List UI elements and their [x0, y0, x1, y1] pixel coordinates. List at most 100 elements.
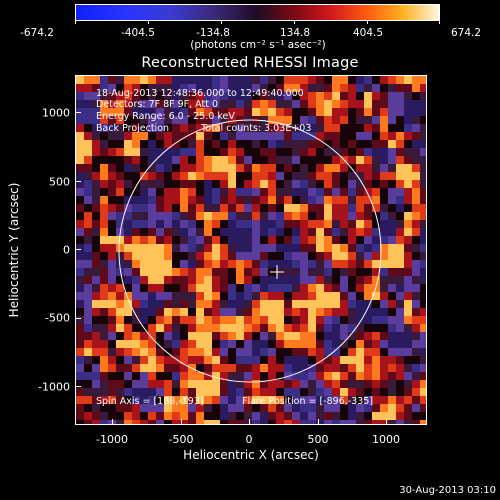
image-cell — [252, 364, 261, 373]
image-cell — [164, 140, 173, 149]
image-cell — [316, 268, 325, 277]
image-cell — [196, 116, 205, 125]
colorbar-tick-label: -134.8 — [196, 27, 230, 39]
image-cell — [100, 172, 109, 181]
image-cell — [316, 252, 325, 261]
image-cell — [356, 244, 365, 253]
image-cell — [100, 212, 109, 221]
image-cell — [404, 316, 413, 325]
image-cell — [132, 188, 141, 197]
image-cell — [188, 252, 197, 261]
image-cell — [220, 140, 229, 149]
image-cell — [76, 132, 85, 141]
image-cell — [116, 236, 125, 245]
image-cell — [292, 132, 301, 141]
image-cell — [124, 212, 133, 221]
image-cell — [380, 84, 389, 93]
image-cell — [364, 172, 373, 181]
image-cell — [252, 252, 261, 261]
image-cell — [108, 172, 117, 181]
image-cell — [100, 164, 109, 173]
image-cell — [364, 316, 373, 325]
image-cell — [332, 260, 341, 269]
image-cell — [108, 356, 117, 365]
image-cell — [380, 324, 389, 333]
image-cell — [324, 268, 333, 277]
image-cell — [108, 124, 117, 133]
image-cell — [276, 260, 285, 269]
image-cell — [404, 212, 413, 221]
image-cell — [292, 332, 301, 341]
image-cell — [316, 204, 325, 213]
image-cell — [204, 300, 213, 309]
image-cell — [196, 364, 205, 373]
image-cell — [348, 76, 357, 85]
image-cell — [180, 100, 189, 109]
image-cell — [116, 308, 125, 317]
image-cell — [132, 172, 141, 181]
image-cell — [116, 204, 125, 213]
image-cell — [244, 92, 253, 101]
image-cell — [124, 116, 133, 125]
image-cell — [268, 204, 277, 213]
image-cell — [332, 404, 341, 413]
x-tick-mark — [112, 419, 113, 425]
image-cell — [140, 268, 149, 277]
image-cell — [268, 236, 277, 245]
image-cell — [284, 332, 293, 341]
image-cell — [196, 236, 205, 245]
image-cell — [356, 396, 365, 405]
image-cell — [116, 404, 125, 413]
image-cell — [420, 108, 426, 117]
image-cell — [84, 228, 93, 237]
image-cell — [100, 228, 109, 237]
image-cell — [316, 372, 325, 381]
image-cell — [420, 404, 426, 413]
image-cell — [420, 308, 426, 317]
image-cell — [140, 260, 149, 269]
plot-date: 30-Aug-2013 03:10 — [399, 485, 496, 496]
image-cell — [228, 116, 237, 125]
y-tick-label: -1000 — [38, 380, 70, 394]
image-cell — [252, 244, 261, 253]
image-cell — [100, 76, 109, 85]
image-cell — [228, 356, 237, 365]
image-cell — [412, 236, 421, 245]
image-cell — [292, 100, 301, 109]
image-cell — [364, 308, 373, 317]
image-cell — [252, 284, 261, 293]
image-cell — [180, 84, 189, 93]
image-cell — [300, 332, 309, 341]
image-cell — [372, 116, 381, 125]
image-cell — [164, 100, 173, 109]
image-cell — [356, 300, 365, 309]
info-energy-range: Energy Range: 6.0 - 25.0 keV — [96, 111, 235, 122]
image-cell — [140, 76, 149, 85]
image-cell — [108, 220, 117, 229]
image-cell — [348, 228, 357, 237]
image-cell — [324, 140, 333, 149]
image-cell — [164, 236, 173, 245]
image-cell — [140, 348, 149, 357]
image-cell — [212, 268, 221, 277]
image-cell — [420, 388, 426, 397]
image-cell — [316, 188, 325, 197]
image-cell — [356, 324, 365, 333]
image-cell — [372, 316, 381, 325]
image-cell — [308, 188, 317, 197]
image-cell — [100, 92, 109, 101]
image-cell — [76, 260, 85, 269]
image-cell — [164, 420, 173, 424]
image-cell — [236, 308, 245, 317]
image-cell — [260, 172, 269, 181]
image-cell — [196, 172, 205, 181]
image-cell — [236, 236, 245, 245]
image-cell — [220, 148, 229, 157]
image-cell — [364, 196, 373, 205]
image-cell — [116, 172, 125, 181]
image-cell — [412, 196, 421, 205]
image-cell — [148, 172, 157, 181]
image-cell — [132, 92, 141, 101]
image-cell — [412, 124, 421, 133]
image-cell — [188, 348, 197, 357]
